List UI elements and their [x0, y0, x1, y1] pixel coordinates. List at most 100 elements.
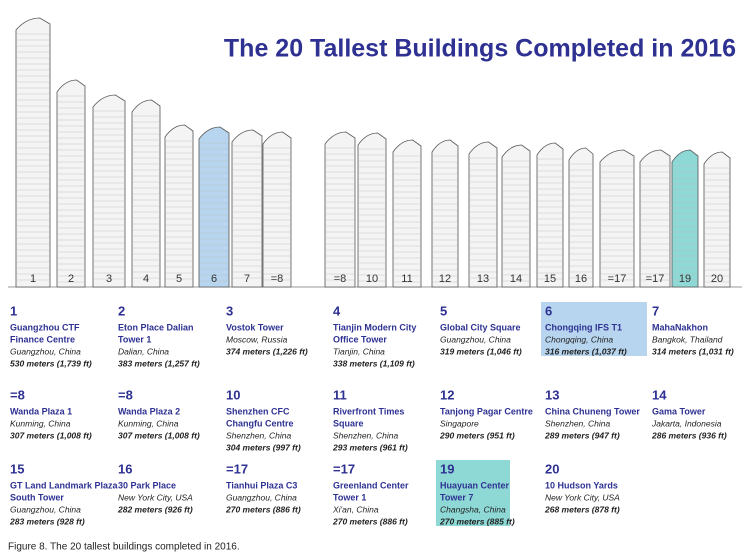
building-number: 16: [575, 273, 587, 285]
building-silhouette: [231, 129, 263, 288]
title: The 20 Tallest Buildings Completed in 20…: [224, 35, 736, 63]
building-silhouette: [501, 144, 531, 288]
rank: 16: [118, 461, 132, 476]
height: 307 meters (1,008 ft): [118, 430, 200, 440]
building-number: 13: [477, 273, 489, 285]
height: 270 meters (886 ft): [225, 504, 301, 514]
location: Jakarta, Indonesia: [651, 418, 722, 428]
building-number: 20: [711, 273, 723, 285]
height: 268 meters (878 ft): [544, 504, 620, 514]
building-silhouette: [357, 132, 387, 288]
location: Changsha, China: [440, 504, 506, 514]
building-name: MahaNakhon: [652, 322, 708, 332]
building-number: 6: [211, 273, 217, 285]
building-name: Tianhui Plaza C3: [226, 480, 297, 490]
building-number: =8: [271, 273, 284, 285]
building-name: South Tower: [10, 492, 64, 502]
location: New York City, USA: [118, 492, 193, 502]
building-name: China Chuneng Tower: [545, 406, 640, 416]
building-number: =17: [646, 273, 665, 285]
rank: =8: [118, 387, 133, 402]
building-name: Office Tower: [333, 334, 387, 344]
rank: 15: [10, 461, 24, 476]
height: 316 meters (1,037 ft): [545, 346, 627, 356]
rank: 6: [545, 303, 552, 318]
building-number: 11: [401, 273, 412, 285]
location: Kunming, China: [10, 418, 71, 428]
rank: 20: [545, 461, 559, 476]
building-number: 1: [30, 273, 36, 285]
building-name: Tower 7: [440, 492, 473, 502]
building-name: Tianjin Modern City: [333, 322, 416, 332]
height: 270 meters (886 ft): [332, 516, 408, 526]
rank: =8: [10, 387, 25, 402]
building-number: 3: [106, 273, 112, 285]
rank: =17: [333, 461, 355, 476]
location: Shenzhen, China: [333, 430, 398, 440]
building-name: Tanjong Pagar Centre: [440, 406, 533, 416]
location: Guangzhou, China: [10, 504, 81, 514]
building-name: Tower 1: [118, 334, 151, 344]
rank: 12: [440, 387, 454, 402]
height: 270 meters (885 ft): [439, 516, 515, 526]
building-silhouette: [262, 131, 292, 288]
caption: Figure 8. The 20 tallest buildings compl…: [8, 542, 240, 553]
rank: 14: [652, 387, 667, 402]
location: Kunming, China: [118, 418, 179, 428]
height: 314 meters (1,031 ft): [652, 346, 734, 356]
height: 307 meters (1,008 ft): [10, 430, 92, 440]
building-number: 10: [366, 273, 378, 285]
building-silhouette: [431, 139, 459, 288]
building-silhouette: [671, 149, 699, 288]
building-silhouette: [703, 151, 731, 288]
rank: 4: [333, 303, 341, 318]
rank: 2: [118, 303, 125, 318]
location: Tianjin, China: [333, 346, 385, 356]
height: 290 meters (951 ft): [439, 430, 515, 440]
building-name: 30 Park Place: [118, 480, 176, 490]
rank: 7: [652, 303, 659, 318]
location: Moscow, Russia: [226, 334, 288, 344]
building-name: Guangzhou CTF: [10, 322, 80, 332]
building-name: Riverfront Times: [333, 406, 404, 416]
building-number: 15: [544, 273, 556, 285]
rank: 11: [333, 387, 347, 402]
building-silhouette: [56, 79, 86, 288]
height: 338 meters (1,109 ft): [333, 358, 415, 368]
height: 304 meters (997 ft): [226, 442, 301, 452]
location: New York City, USA: [545, 492, 620, 502]
location: Shenzhen, China: [226, 430, 291, 440]
building-name: Square: [333, 418, 364, 428]
location: Shenzhen, China: [545, 418, 610, 428]
location: Bangkok, Thailand: [652, 334, 723, 344]
rank: 10: [226, 387, 240, 402]
highlight-box: [541, 302, 647, 356]
building-name: Shenzhen CFC: [226, 406, 290, 416]
building-name: 10 Hudson Yards: [545, 480, 618, 490]
building-name: Eton Place Dalian: [118, 322, 194, 332]
height: 530 meters (1,739 ft): [10, 358, 92, 368]
building-name: Huayuan Center: [440, 480, 510, 490]
building-number: 14: [510, 273, 522, 285]
location: Chongqing, China: [545, 334, 613, 344]
location: Guangzhou, China: [440, 334, 511, 344]
building-number: 19: [679, 273, 691, 285]
height: 383 meters (1,257 ft): [118, 358, 200, 368]
location: Dalian, China: [118, 346, 169, 356]
building-name: Finance Centre: [10, 334, 75, 344]
building-name: Tower 1: [333, 492, 366, 502]
building-name: Changfu Centre: [226, 418, 294, 428]
building-silhouette: [468, 141, 498, 288]
rank: 1: [10, 303, 17, 318]
building-name: Wanda Plaza 2: [118, 406, 180, 416]
height: 283 meters (928 ft): [9, 516, 85, 526]
building-number: =17: [608, 273, 627, 285]
building-silhouette: [639, 149, 671, 288]
location: Singapore: [440, 418, 479, 428]
building-number: 12: [439, 273, 451, 285]
building-silhouette: [15, 17, 51, 288]
rank: 13: [545, 387, 559, 402]
building-name: GT Land Landmark Plaza: [10, 480, 119, 490]
rank: 3: [226, 303, 233, 318]
